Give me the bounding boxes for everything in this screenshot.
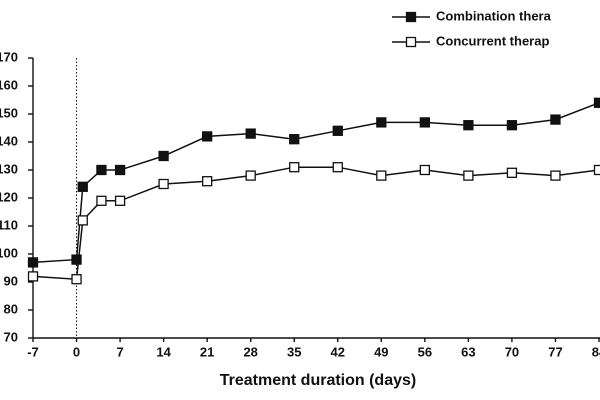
data-point [506, 120, 518, 131]
data-point [593, 97, 600, 108]
series-line [32, 166, 600, 280]
y-tick-label: 150 [0, 105, 18, 120]
data-point [158, 178, 169, 190]
data-point [71, 274, 82, 285]
y-tick-label: 160 [0, 77, 18, 92]
data-point [332, 162, 343, 173]
x-tick-label: 28 [243, 344, 257, 359]
y-tick-label: 170 [0, 49, 18, 64]
y-tick-label: 110 [0, 217, 18, 232]
data-point [71, 254, 82, 265]
data-point [419, 164, 430, 176]
data-point [332, 125, 343, 136]
data-point [593, 164, 600, 176]
y-tick-label: 130 [0, 161, 18, 176]
legend-marker [405, 11, 417, 23]
data-point [550, 114, 561, 125]
legend-marker [405, 36, 417, 48]
x-tick-label: 14 [156, 344, 171, 359]
data-point [96, 195, 107, 206]
y-tick-label: 90 [4, 273, 18, 288]
x-tick-label: 49 [374, 344, 388, 359]
data-point [114, 195, 126, 206]
data-point [114, 164, 126, 176]
data-point [96, 164, 107, 176]
data-point [27, 257, 39, 268]
data-point [550, 170, 561, 181]
legend-label: Combination thera [436, 8, 552, 23]
data-point [245, 170, 256, 181]
data-point [158, 150, 169, 162]
x-tick-label: 42 [331, 344, 345, 359]
data-point [419, 117, 430, 128]
x-tick-label: 84 [592, 344, 600, 359]
legend-label: Concurrent therap [436, 33, 549, 48]
y-tick-label: 80 [4, 301, 18, 316]
x-axis-label: Treatment duration (days) [220, 372, 416, 389]
x-tick-label: -7 [27, 344, 39, 359]
y-tick-label: 100 [0, 245, 18, 260]
data-point [289, 162, 300, 173]
data-point [376, 117, 387, 128]
data-point [245, 128, 256, 139]
series-line [32, 102, 600, 264]
data-point [376, 170, 387, 181]
x-tick-label: 0 [73, 344, 80, 359]
data-point [289, 134, 300, 145]
y-tick-label: 120 [0, 189, 18, 204]
x-tick-label: 56 [418, 344, 432, 359]
x-tick-label: 70 [505, 344, 519, 359]
y-tick-label: 140 [0, 133, 18, 148]
data-point [506, 167, 518, 178]
x-tick-label: 35 [287, 344, 301, 359]
data-point [77, 181, 88, 192]
data-point [202, 176, 213, 187]
data-point [463, 170, 474, 181]
data-point [202, 131, 213, 142]
x-tick-label: 7 [116, 344, 123, 359]
y-tick-label: 70 [4, 329, 18, 344]
data-point [463, 120, 474, 131]
x-tick-label: 77 [548, 344, 562, 359]
data-point [77, 215, 88, 226]
x-tick-label: 63 [461, 344, 475, 359]
x-tick-label: 21 [200, 344, 214, 359]
data-point [27, 271, 39, 282]
